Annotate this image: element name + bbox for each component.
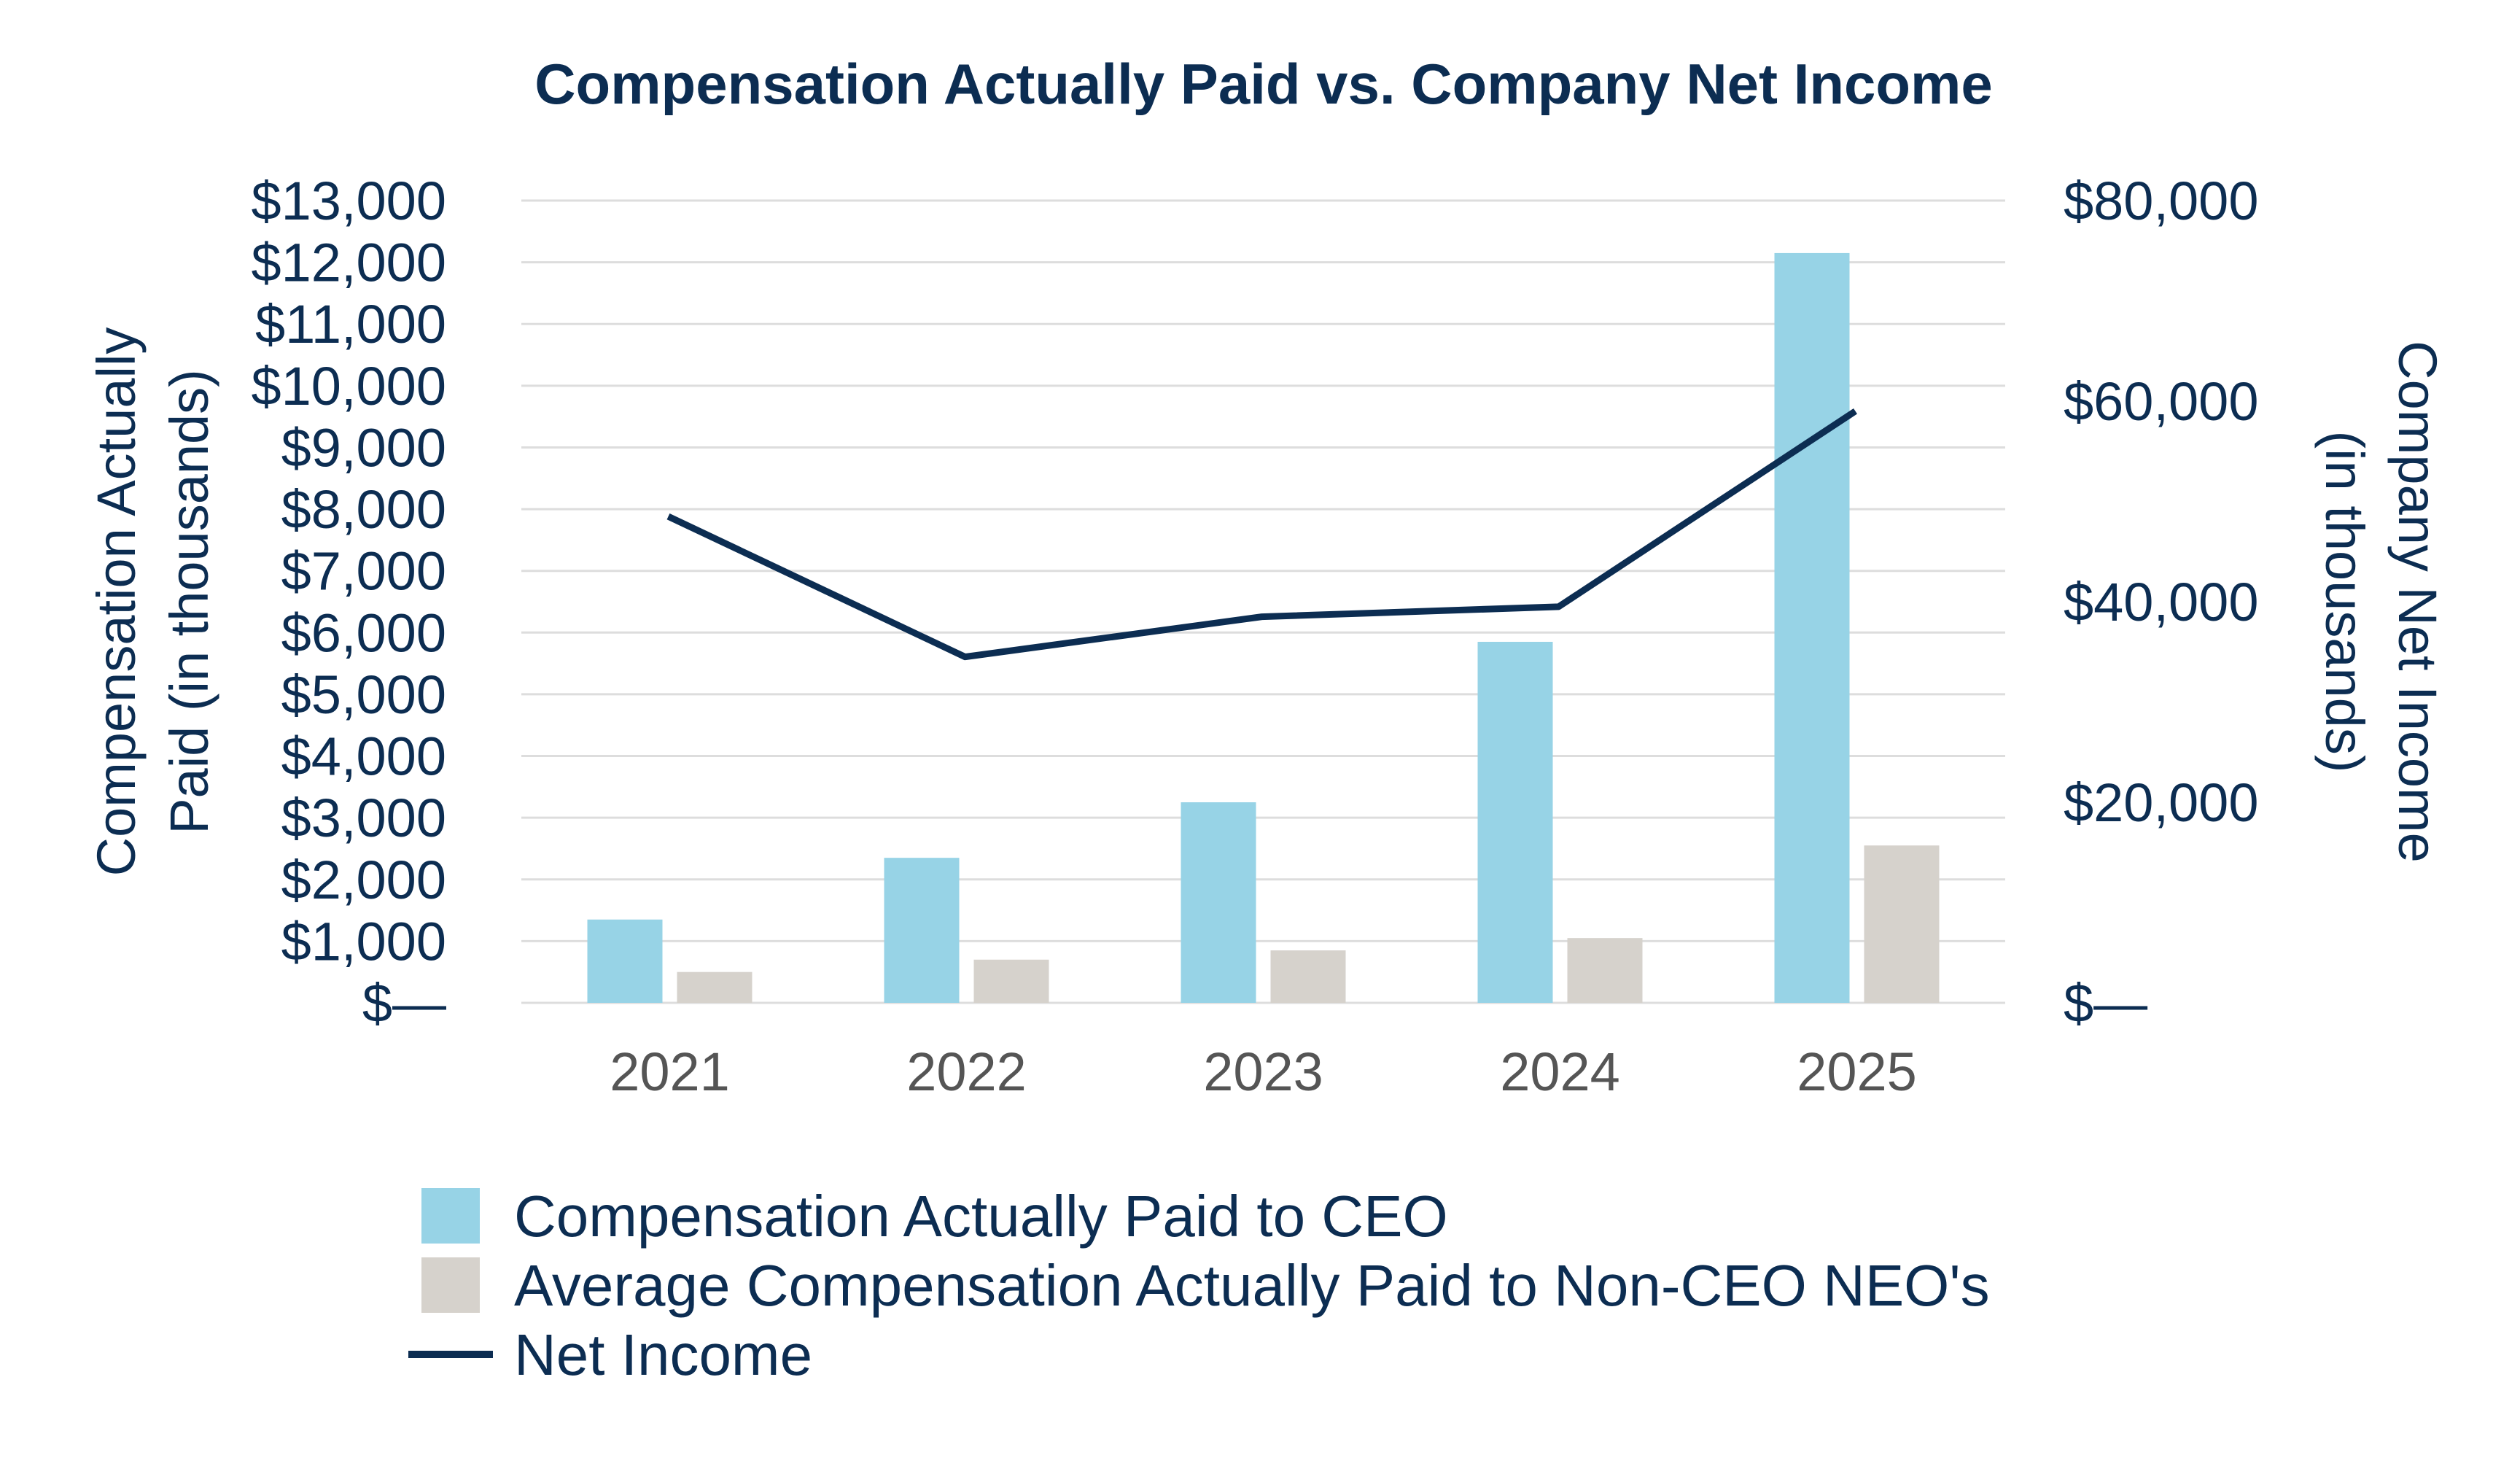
left-tick-label: $12,000 <box>252 233 447 293</box>
left-tick-label: $6,000 <box>281 602 446 663</box>
left-tick-label: $10,000 <box>252 356 447 416</box>
left-tick-label: $2,000 <box>281 850 446 910</box>
ceo-bar-2024 <box>1478 642 1553 1003</box>
legend-label: Average Compensation Actually Paid to No… <box>514 1253 1990 1318</box>
x-tick-label: 2022 <box>906 1042 1027 1102</box>
bars <box>588 253 1940 1003</box>
left-axis-ticks: $—$1,000$2,000$3,000$4,000$5,000$6,000$7… <box>252 171 447 1033</box>
legend: Compensation Actually Paid to CEOAverage… <box>408 1184 1990 1387</box>
legend-label: Net Income <box>514 1322 812 1387</box>
legend-label: Compensation Actually Paid to CEO <box>514 1184 1448 1249</box>
right-tick-label: $40,000 <box>2064 572 2259 632</box>
legend-ceo-swatch <box>421 1188 480 1244</box>
legend-neo-swatch <box>421 1257 480 1313</box>
left-tick-label: $7,000 <box>281 541 446 602</box>
left-axis-title-line: Paid (in thousands) <box>159 369 219 834</box>
right-axis-title: Company Net Income(in thousands) <box>2314 341 2448 863</box>
right-axis-title-line: (in thousands) <box>2314 431 2375 773</box>
right-tick-label: $60,000 <box>2064 371 2259 432</box>
neo-bar-2023 <box>1271 950 1346 1003</box>
x-tick-label: 2024 <box>1500 1042 1620 1102</box>
right-axis-title-line: Company Net Income <box>2387 341 2448 863</box>
x-tick-label: 2021 <box>610 1042 730 1102</box>
right-axis-ticks: $— $20,000 $40,000 $60,000 $80,000 <box>2064 171 2259 1033</box>
left-tick-label: $9,000 <box>281 417 446 478</box>
neo-bar-2022 <box>974 960 1049 1003</box>
left-tick-label: $11,000 <box>255 294 446 354</box>
left-tick-label: $— <box>362 973 446 1033</box>
ceo-bar-2022 <box>884 858 960 1003</box>
left-tick-label: $13,000 <box>252 171 447 231</box>
left-tick-label: $5,000 <box>281 664 446 725</box>
left-tick-label: $1,000 <box>281 911 446 971</box>
neo-bar-2024 <box>1568 938 1643 1003</box>
x-tick-label: 2023 <box>1203 1042 1323 1102</box>
x-axis-ticks: 2021 2022 2023 2024 2025 <box>610 1042 1917 1102</box>
left-tick-label: $4,000 <box>281 726 446 787</box>
right-tick-label: $20,000 <box>2064 772 2259 833</box>
ceo-bar-2021 <box>588 920 663 1003</box>
chart-title: Compensation Actually Paid vs. Company N… <box>534 52 1993 116</box>
left-tick-label: $8,000 <box>281 479 446 540</box>
ceo-bar-2023 <box>1181 802 1256 1003</box>
left-axis-title-line: Compensation Actually <box>86 327 147 877</box>
right-tick-label: $— <box>2064 973 2147 1033</box>
ceo-bar-2025 <box>1775 253 1850 1003</box>
neo-bar-2025 <box>1864 845 1940 1003</box>
left-tick-label: $3,000 <box>281 788 446 848</box>
right-tick-label: $80,000 <box>2064 171 2259 231</box>
x-tick-label: 2025 <box>1797 1042 1917 1102</box>
neo-bar-2021 <box>677 972 752 1003</box>
